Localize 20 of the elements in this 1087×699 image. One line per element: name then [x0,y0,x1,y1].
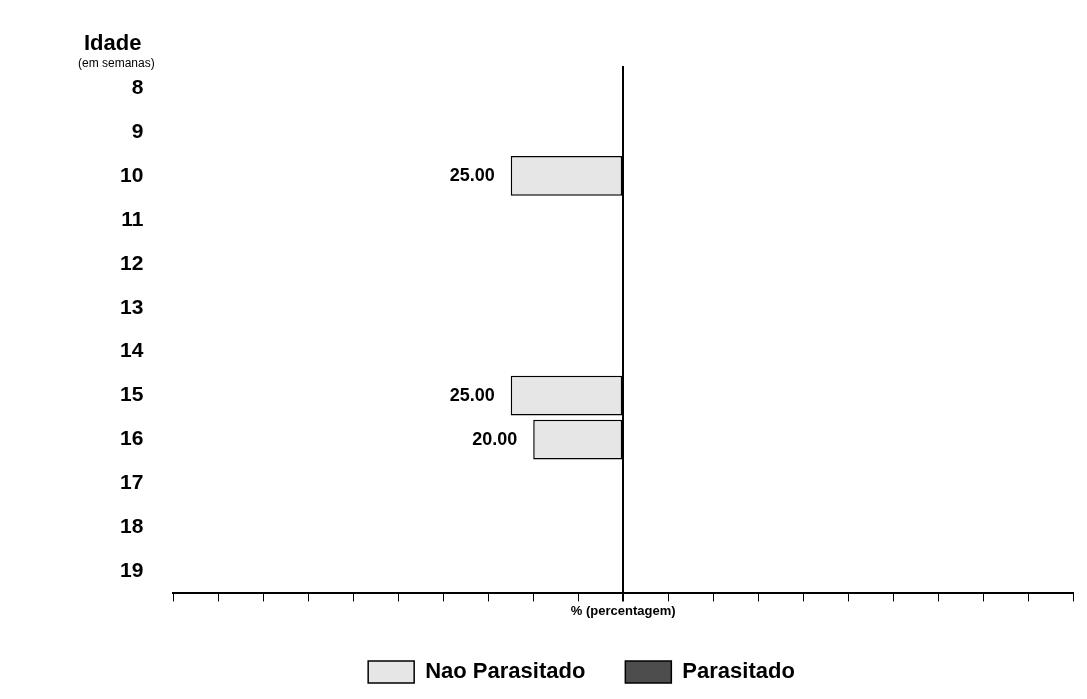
data-label: 20.00 [472,428,518,449]
x-axis-title: % (percentagem) [570,602,676,618]
y-tick-label: 17 [120,470,144,494]
y-tick-label: 12 [120,250,144,274]
y-tick-label: 14 [120,338,144,362]
y-tick-label: 19 [120,558,144,582]
y-tick-label: 13 [120,294,144,318]
y-tick-label: 11 [121,206,144,230]
y-tick-label: 9 [131,118,144,142]
y-axis-title: Idade [84,30,142,56]
legend-label: Nao Parasitado [425,658,586,684]
y-tick-label: 16 [120,426,144,450]
data-label: 25.00 [449,384,495,405]
legend-label: Parasitado [682,658,795,684]
y-tick-label: 18 [120,514,144,538]
text: (em semanas) [78,56,155,71]
y-tick-label: 15 [120,382,144,406]
y-tick-label: 8 [131,74,144,98]
data-label: 25.00 [449,164,495,185]
y-tick-label: 10 [120,162,144,186]
